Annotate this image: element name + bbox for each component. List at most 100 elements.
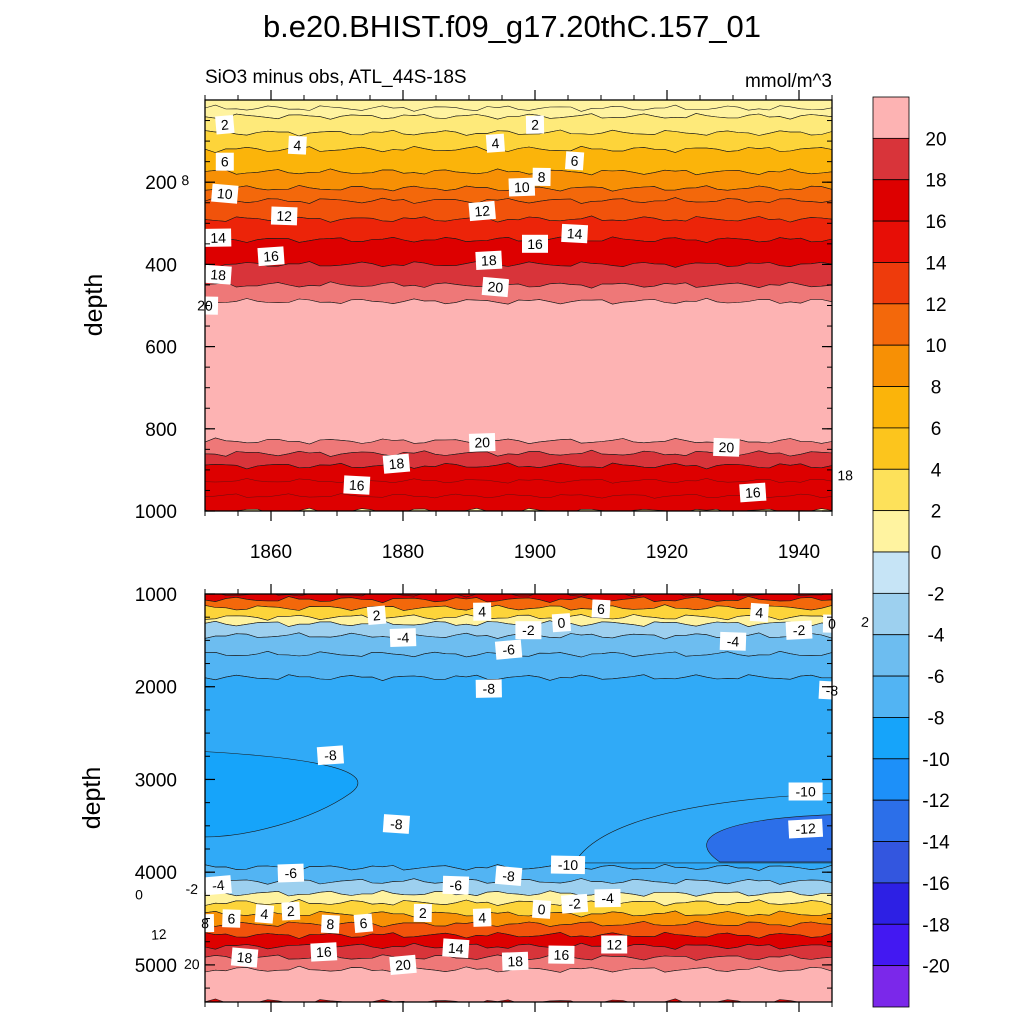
colorbar-tick-label: -16 (922, 874, 949, 895)
contour-label-text: 18 (388, 455, 405, 472)
colorbar-bin (872, 592, 910, 636)
top-y-tick-label: 400 (145, 255, 177, 276)
contour-label-box (468, 432, 496, 452)
contour-label-text: 4 (755, 604, 764, 621)
contour-label-text: 4 (491, 135, 500, 152)
bottom-contour-label: -12 (788, 818, 824, 839)
contour-label-box (343, 475, 371, 495)
colorbar-bin (872, 427, 910, 470)
bottom-contour-label: 12 (145, 924, 173, 945)
colorbar-bin (872, 386, 910, 429)
bottom-contour-label: 4 (749, 602, 770, 623)
contour-label-box (353, 913, 374, 933)
bottom-contour-label: 0 (531, 899, 552, 919)
bottom-plot-frame (204, 593, 833, 1003)
top-contour-label: 6 (215, 152, 234, 171)
contour-label-text: -6 (284, 865, 297, 881)
top-isoline (205, 493, 832, 499)
contour-label-text: 2 (860, 613, 869, 630)
contour-label-box (501, 951, 529, 971)
contour-label-box (475, 250, 503, 270)
colorbar-tick-label: 10 (925, 336, 946, 357)
top-contour-label: 18 (382, 453, 411, 474)
contour-label-text: 14 (566, 225, 583, 242)
contour-label-text: 16 (744, 484, 761, 501)
bottom-y-tick-label: 4000 (135, 863, 177, 884)
top-contour-label: 10 (508, 177, 536, 197)
contour-label-text: -4 (601, 890, 614, 906)
contour-label-text: 0 (135, 886, 143, 902)
top-contour-label: 8 (175, 170, 195, 190)
contour-label-text: 20 (474, 434, 490, 451)
top-contour-label: 6 (564, 151, 585, 171)
bottom-contour-label: -6 (277, 863, 305, 883)
contour-label-box (788, 782, 823, 801)
contour-label-box (222, 909, 241, 928)
contour-label-text: 6 (597, 601, 606, 617)
contour-label-text: 16 (316, 943, 333, 960)
contour-label-box (601, 935, 628, 954)
top-contour-label: 4 (287, 135, 307, 155)
contour-label-box (473, 602, 492, 621)
contour-label-box (522, 234, 548, 253)
colorbar-tick-label: -6 (928, 667, 945, 688)
colorbar-bin (872, 262, 910, 305)
top-isoline (205, 478, 832, 484)
contour-label-text: 12 (150, 926, 167, 943)
colorbar-tick-label: -2 (928, 584, 945, 605)
colorbar-bin (872, 551, 910, 594)
contour-label-text: 8 (326, 916, 335, 932)
bottom-contour-label: -4 (389, 628, 417, 648)
contour-label-text: 18 (210, 266, 227, 283)
colorbar: 20181614121086420-2-4-6-8-10-12-14-16-18… (872, 96, 950, 1008)
colorbar-tick-label: 6 (931, 419, 942, 440)
contour-label-text: 2 (220, 116, 229, 133)
bottom-contour-label: 6 (353, 913, 374, 933)
contour-label-box (485, 133, 506, 153)
contour-label-box (145, 924, 173, 945)
top-contour-label: 14 (561, 223, 589, 244)
contour-label-box (205, 228, 232, 247)
top-contour-label: 4 (485, 133, 506, 153)
top-contour-label: 20 (713, 437, 740, 457)
colorbar-bin (872, 799, 910, 842)
bottom-contour-label: 4 (472, 908, 492, 927)
colorbar-bin (872, 841, 910, 884)
contour-label-text: 4 (478, 604, 486, 620)
contour-label-text: -10 (795, 784, 815, 800)
bottom-contour-label: 6 (591, 599, 611, 619)
top-contour-label: 12 (270, 206, 298, 226)
top-contour-band (205, 297, 832, 445)
contour-label-box (175, 170, 195, 190)
contour-label-text: 14 (447, 940, 464, 957)
contour-label-box (532, 167, 551, 187)
bottom-y-tick-label: 1000 (135, 585, 177, 606)
contour-label-box (832, 465, 859, 485)
contour-label-box (254, 904, 275, 924)
contour-label-text: 6 (570, 153, 579, 170)
top-contour-label: 18 (204, 264, 232, 285)
contour-label-box (713, 437, 740, 457)
contour-label-text: 20 (395, 956, 412, 973)
top-x-tick-label: 1920 (646, 542, 688, 563)
bottom-contour-label: 8 (320, 914, 340, 934)
contour-label-box (548, 945, 575, 964)
colorbar-bin (872, 675, 910, 718)
contour-label-box (230, 947, 259, 968)
contour-label-box (389, 628, 417, 648)
contour-label-box (561, 893, 589, 914)
contour-label-box (287, 135, 307, 155)
contour-label-box (739, 482, 767, 503)
top-contour-band (205, 462, 832, 511)
bottom-contour-label: 6 (222, 909, 241, 928)
colorbar-tick-label: -18 (922, 915, 949, 936)
contour-label-box (204, 875, 232, 896)
top-x-tick-label: 1860 (250, 542, 292, 563)
contour-label-text: -4 (211, 877, 225, 894)
contour-label-box (551, 613, 572, 633)
bottom-contour-label: -2 (178, 879, 206, 899)
contour-label-box (481, 276, 510, 298)
contour-label-text: -10 (558, 857, 579, 873)
contour-label-box (178, 954, 206, 974)
